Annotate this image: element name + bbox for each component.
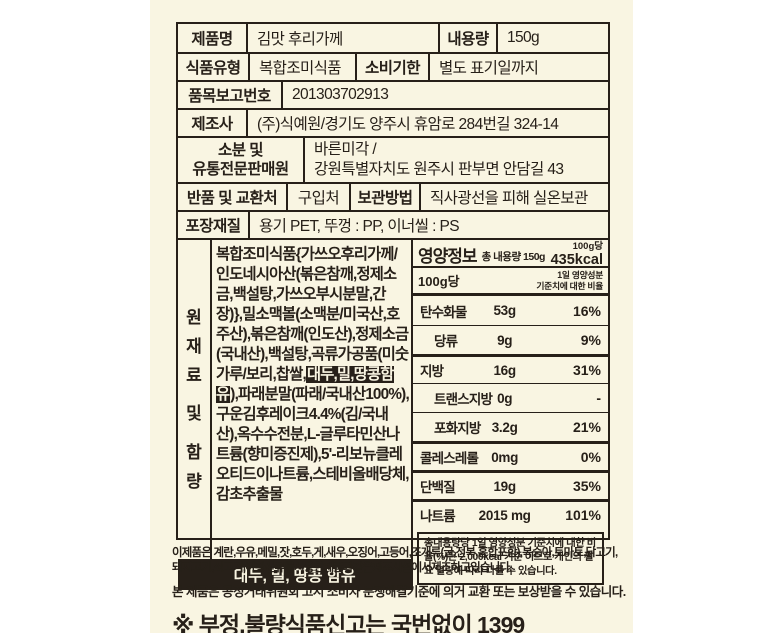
return-label: 반품 및 교환처	[178, 184, 288, 210]
nutrition-title: 영양정보	[418, 247, 478, 266]
ingredients-vertical-header: 원 재 료 및 함 량	[178, 240, 212, 559]
nutrient-dv: 21%	[572, 419, 601, 435]
row-report-no: 품목보고번호 201303702913	[178, 82, 608, 110]
ingredients-header-char: 및	[186, 404, 202, 424]
nutrient-amount: 3.2g	[491, 419, 518, 435]
ingredients-header-char: 함	[186, 442, 202, 462]
nutrient-amount: 53g	[493, 303, 516, 318]
return-value: 구입처	[288, 184, 351, 210]
row-return-storage: 반품 및 교환처 구입처 보관방법 직사광선을 피해 실온보관	[178, 184, 608, 212]
nutrition-row-protein: 단백질 19g 35%	[413, 470, 608, 499]
allergy-line2: 돼지고기,쇠고기,아황산류를사용한제품과같은제조시설에서제조하고있습니다.	[172, 562, 513, 574]
nutrient-dv: 101%	[565, 507, 601, 523]
ingredients-main: 원 재 료 및 함 량 복합조미식품{가쓰오후리가께/인도네시아산(볶은참깨,정…	[178, 240, 411, 559]
nutrient-dv: 0%	[580, 449, 601, 465]
allergen-bar: 대두, 밀, 땅콩 함유	[178, 558, 411, 590]
nutrient-dv: 35%	[572, 478, 601, 494]
nutrient-amount: 2015 mg	[478, 507, 531, 523]
allergy-facility-note: 이제품은 계란,우유,메밀,잣,호두,게,새우,오징어,고등어,조개류(굴,전복…	[172, 546, 630, 576]
nutrition-row-sugars: 당류 9g 9%	[413, 325, 608, 354]
ingredients-text-after: ),파래분말(파래/국내산100%),구운김후레이크4.4%(김/국내산),옥수…	[216, 386, 410, 503]
nutrition-row-saturated-fat: 포화지방 3.2g 21%	[413, 412, 608, 441]
ingredients-text-before: 복합조미식품{가쓰오후리가께/인도네시아산(볶은참깨,정제소금,백설탕,가쓰오부…	[216, 246, 409, 383]
nutrition-per-row-label: 100g당	[418, 274, 460, 289]
packaging-label: 포장재질	[178, 212, 250, 238]
distributor-value: 바른미각 / 강원특별자치도 원주시 판부면 안담길 43	[305, 138, 608, 182]
ingredients-section: 원 재 료 및 함 량 복합조미식품{가쓰오후리가께/인도네시아산(볶은참깨,정…	[178, 240, 411, 590]
product-info-table: 제품명 김맛 후리가께 내용량 150g 식품유형 복합조미식품 소비기한 별도…	[176, 22, 610, 590]
report-hotline: ※ 부정,불량식품신고는 국번없이 1399	[172, 612, 525, 633]
expiry-value: 별도 표기일까지	[439, 60, 539, 77]
nutrient-label: 나트륨	[420, 509, 456, 524]
nutrition-row-fat: 지방 16g 31%	[413, 354, 608, 383]
ingredients-header-char: 료	[186, 366, 202, 386]
daily-note-line2: 기준치에 대한 비율	[536, 280, 603, 291]
row-food-type: 식품유형 복합조미식품 소비기한 별도 표기일까지	[178, 54, 608, 82]
row-manufacturer: 제조사 (주)식예원/경기도 양주시 휴암로 284번길 324-14	[178, 110, 608, 138]
expiry-label: 소비기한	[357, 54, 430, 80]
product-name-label: 제품명	[178, 24, 248, 52]
nutrient-label: 지방	[420, 364, 444, 379]
nutrition-per-label: 100g당	[572, 241, 603, 252]
distributor-label: 소분 및 유통전문판매원	[178, 138, 305, 182]
nutrient-label: 콜레스레롤	[420, 451, 479, 466]
food-type-value: 복합조미식품	[250, 54, 357, 80]
distributor-value-line1: 바른미각 /	[314, 140, 377, 158]
nutrition-total-label: 총 내용량 150g	[481, 251, 546, 263]
label-sheet: 제품명 김맛 후리가께 내용량 150g 식품유형 복합조미식품 소비기한 별도…	[150, 0, 633, 633]
nutrient-amount: 9g	[497, 332, 513, 348]
nutrition-footnote: 총내용량당 1일 영양성분 기준치에 대한 비율(%)은 2,000kcal 기…	[417, 532, 604, 585]
ingredients-header-char: 원	[186, 307, 202, 327]
nutrition-panel: 영양정보 총 내용량 150g 100g당 435kcal 100g당 1일 영…	[411, 240, 608, 590]
product-name-value: 김맛 후리가께	[248, 24, 440, 52]
nutrient-dv: 16%	[572, 302, 601, 319]
packaging-value: 용기 PET, 뚜껑 : PP, 이너씰 : PS	[259, 218, 460, 235]
storage-value: 직사광선을 피해 실온보관	[430, 190, 588, 207]
nutrient-label: 트랜스지방	[434, 392, 493, 407]
nutrition-row-trans-fat: 트랜스지방 0g -	[413, 383, 608, 412]
report-no-label: 품목보고번호	[178, 82, 283, 108]
nutrient-amount: 19g	[493, 478, 516, 494]
ingredients-header-char: 재	[186, 336, 202, 356]
distributor-label-line2: 유통전문판매원	[192, 161, 289, 178]
nutrition-daily-note: 1일 영양성분 기준치에 대한 비율	[536, 270, 603, 292]
nutrition-row-carbohydrate: 탄수화물 53g 16%	[413, 296, 608, 325]
nutrient-amount: 0g	[497, 390, 513, 406]
allergy-line1: 이제품은 계란,우유,메밀,잣,호두,게,새우,오징어,고등어,조개류(굴,전복…	[172, 547, 618, 559]
manufacturer-value: (주)식예원/경기도 양주시 휴암로 284번길 324-14	[257, 116, 559, 133]
daily-note-line1: 1일 영양성분	[557, 269, 603, 280]
nutrition-row-sodium: 나트륨 2015 mg 101%	[413, 499, 608, 528]
nutrition-kcal-block: 100g당 435kcal	[551, 242, 603, 267]
nutrient-amount: 16g	[493, 362, 516, 378]
nutrient-dv: 31%	[572, 362, 601, 378]
nutrient-label: 당류	[434, 334, 458, 349]
nutrient-label: 탄수화물	[420, 304, 467, 320]
nutrition-row-cholesterol: 콜레스레롤 0mg 0%	[413, 441, 608, 470]
report-no-value: 201303702913	[292, 86, 389, 103]
nutrition-header: 영양정보 총 내용량 150g 100g당 435kcal	[413, 240, 608, 268]
manufacturer-label: 제조사	[178, 110, 248, 136]
food-type-label: 식품유형	[178, 54, 250, 80]
exchange-note: 본 제품은 공정거래위원회 고시 소비자 분쟁해결기준에 의거 교환 또는 보상…	[172, 585, 626, 599]
footer-disclaimer: 이제품은 계란,우유,메밀,잣,호두,게,새우,오징어,고등어,조개류(굴,전복…	[172, 546, 630, 633]
row-packaging: 포장재질 용기 PET, 뚜껑 : PP, 이너씰 : PS	[178, 212, 608, 240]
nutrient-label: 단백질	[420, 480, 456, 495]
nutrient-amount: 0mg	[491, 449, 519, 465]
nutrient-label: 포화지방	[434, 421, 481, 436]
ingredients-header-char: 량	[186, 471, 202, 491]
nutrient-dv: -	[596, 390, 601, 406]
ingredients-text: 복합조미식품{가쓰오후리가께/인도네시아산(볶은참깨,정제소금,백설탕,가쓰오부…	[212, 240, 411, 559]
nutrition-subheader: 100g당 1일 영양성분 기준치에 대한 비율	[413, 268, 608, 296]
distributor-value-line2: 강원특별자치도 원주시 판부면 안담길 43	[314, 161, 564, 178]
nutrient-dv: 9%	[580, 332, 601, 348]
distributor-label-line1: 소분 및	[217, 141, 264, 159]
row-distributor: 소분 및 유통전문판매원 바른미각 / 강원특별자치도 원주시 판부면 안담길 …	[178, 138, 608, 184]
row-ingredients-nutrition: 원 재 료 및 함 량 복합조미식품{가쓰오후리가께/인도네시아산(볶은참깨,정…	[178, 240, 608, 590]
nutrition-kcal-value: 435kcal	[550, 251, 603, 268]
row-product-name: 제품명 김맛 후리가께 내용량 150g	[178, 24, 608, 54]
net-weight-value: 150g	[507, 29, 540, 46]
net-weight-label: 내용량	[440, 24, 498, 52]
storage-label: 보관방법	[351, 184, 421, 210]
